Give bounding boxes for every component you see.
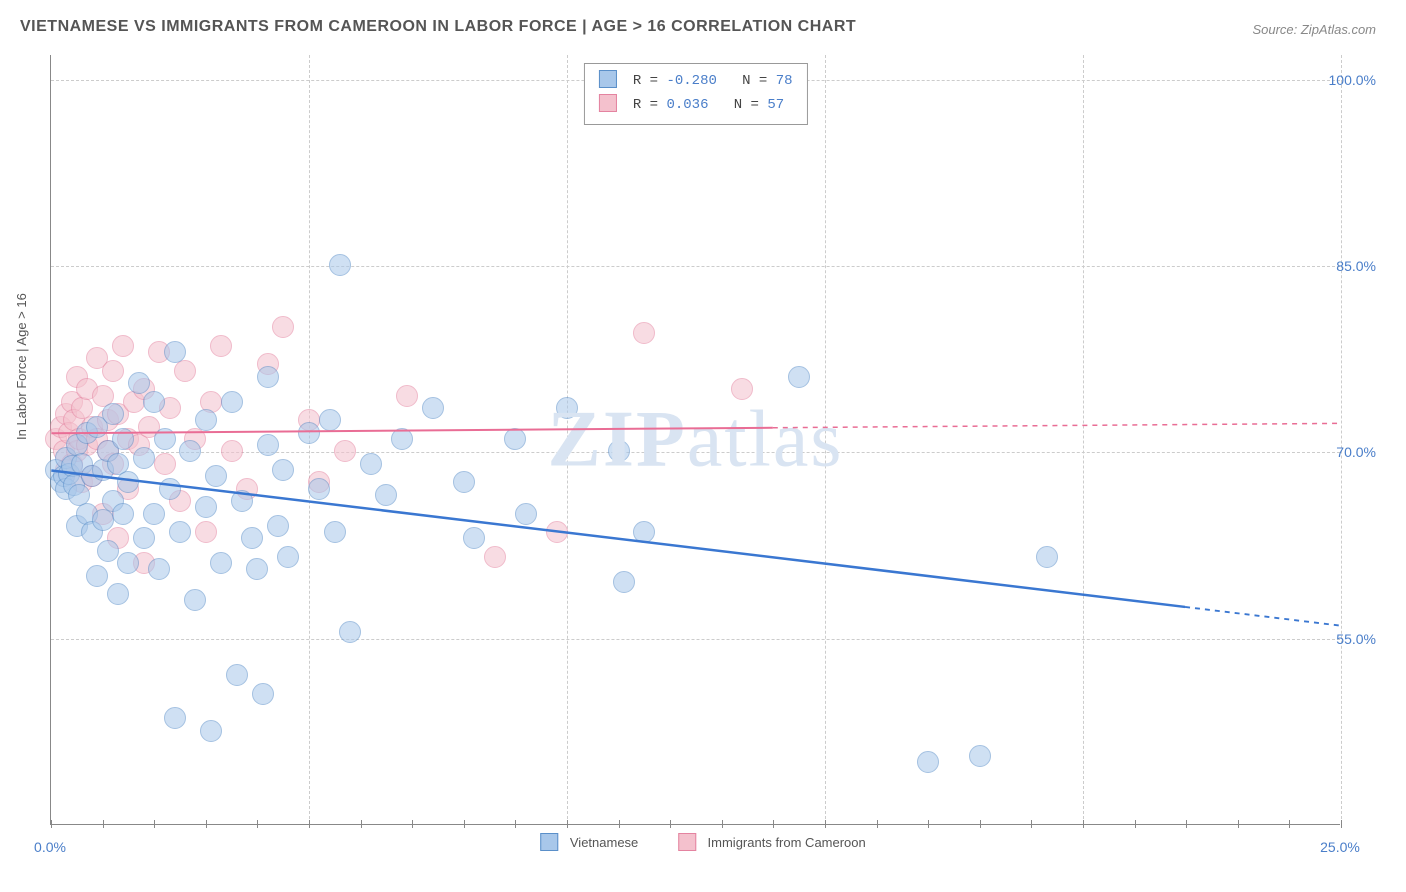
legend-swatch-vietnamese-2: [540, 833, 558, 851]
legend-label-vietnamese: Vietnamese: [570, 835, 638, 850]
legend-item-cameroon: Immigrants from Cameroon: [678, 835, 866, 850]
y-tick-label: 55.0%: [1336, 631, 1376, 647]
legend-label-cameroon: Immigrants from Cameroon: [708, 835, 866, 850]
legend-swatch-cameroon-2: [678, 833, 696, 851]
plot-area: ZIPatlas R = -0.280 N = 78 R = 0.036 N =…: [50, 55, 1340, 825]
y-tick-label: 85.0%: [1336, 258, 1376, 274]
x-tick-label: 25.0%: [1320, 839, 1360, 855]
legend-swatch-cameroon: [598, 94, 616, 112]
x-tick: [1341, 820, 1342, 828]
legend-row-vietnamese: R = -0.280 N = 78: [598, 70, 792, 94]
chart-title: VIETNAMESE VS IMMIGRANTS FROM CAMEROON I…: [20, 18, 856, 36]
legend-bottom: Vietnamese Immigrants from Cameroon: [522, 833, 884, 851]
legend-top: R = -0.280 N = 78 R = 0.036 N = 57: [583, 63, 807, 125]
gridline-v: [1341, 55, 1342, 824]
x-tick-label: 0.0%: [34, 839, 66, 855]
legend-row-cameroon: R = 0.036 N = 57: [598, 94, 792, 118]
y-tick-label: 70.0%: [1336, 444, 1376, 460]
y-axis-label: In Labor Force | Age > 16: [14, 293, 29, 440]
legend-swatch-vietnamese: [598, 70, 616, 88]
chart-source: Source: ZipAtlas.com: [1252, 22, 1376, 37]
trend-lines: [51, 55, 1340, 824]
legend-item-vietnamese: Vietnamese: [540, 835, 642, 850]
